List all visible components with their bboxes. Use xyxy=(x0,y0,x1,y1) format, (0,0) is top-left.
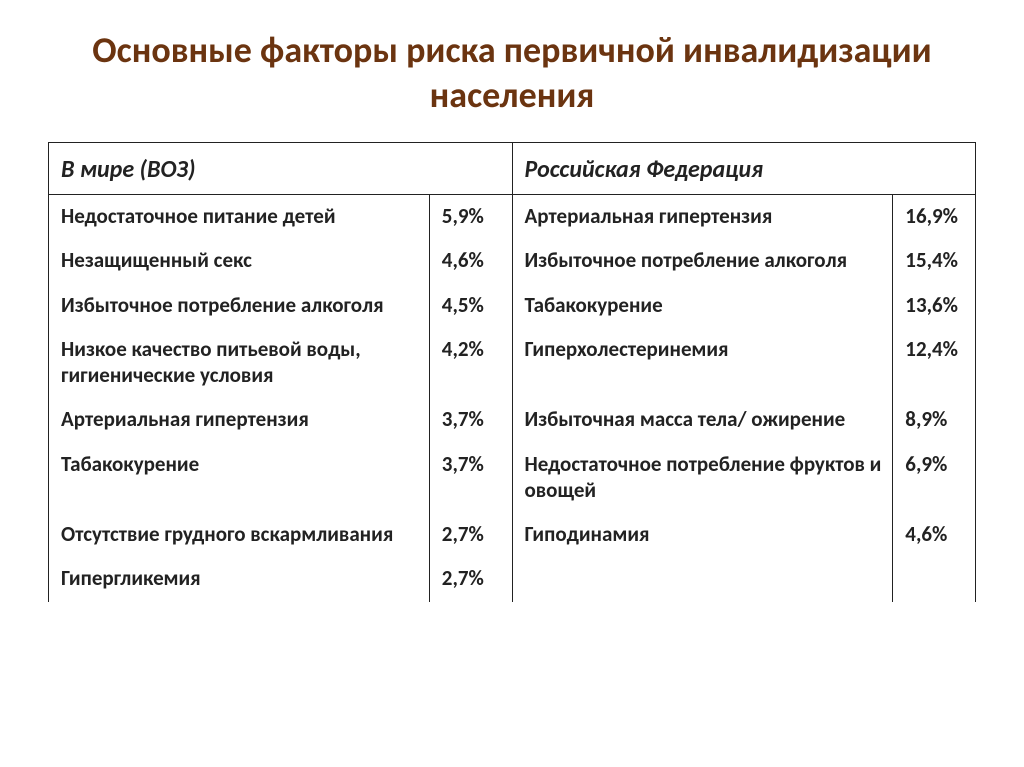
table-row: Гипергликемия 2,7% xyxy=(49,557,976,601)
table-body: Недостаточное питание детей 5,9% Артериа… xyxy=(49,195,976,602)
world-factor-label: Недостаточное питание детей xyxy=(49,195,430,240)
table-row: Избыточное потребление алкоголя 4,5% Таб… xyxy=(49,284,976,328)
world-factor-pct: 3,7% xyxy=(429,398,512,442)
world-factor-pct: 4,2% xyxy=(429,328,512,399)
russia-factor-label: Артериальная гипертензия xyxy=(512,195,893,240)
table-row: Отсутствие грудного вскармливания 2,7% Г… xyxy=(49,513,976,557)
russia-factor-pct: 12,4% xyxy=(893,328,976,399)
world-factor-pct: 5,9% xyxy=(429,195,512,240)
russia-factor-pct: 4,6% xyxy=(893,513,976,557)
world-factor-label: Низкое качество питьевой воды, гигиениче… xyxy=(49,328,430,399)
world-factor-label: Отсутствие грудного вскармливания xyxy=(49,513,430,557)
russia-factor-pct: 13,6% xyxy=(893,284,976,328)
world-factor-label: Табакокурение xyxy=(49,443,430,514)
russia-factor-pct: 8,9% xyxy=(893,398,976,442)
world-factor-label: Гипергликемия xyxy=(49,557,430,601)
russia-factor-label: Избыточная масса тела/ ожирение xyxy=(512,398,893,442)
table-row: Недостаточное питание детей 5,9% Артериа… xyxy=(49,195,976,240)
table-row: Низкое качество питьевой воды, гигиениче… xyxy=(49,328,976,399)
col-header-world: В мире (ВОЗ) xyxy=(49,143,513,195)
table-header-row: В мире (ВОЗ) Российская Федерация xyxy=(49,143,976,195)
world-factor-pct: 4,6% xyxy=(429,239,512,283)
russia-factor-label: Гиподинамия xyxy=(512,513,893,557)
table-row: Табакокурение 3,7% Недостаточное потребл… xyxy=(49,443,976,514)
world-factor-label: Незащищенный секс xyxy=(49,239,430,283)
world-factor-label: Артериальная гипертензия xyxy=(49,398,430,442)
russia-factor-pct: 6,9% xyxy=(893,443,976,514)
world-factor-pct: 2,7% xyxy=(429,513,512,557)
russia-factor-label: Табакокурение xyxy=(512,284,893,328)
russia-factor-label: Избыточное потребление алкоголя xyxy=(512,239,893,283)
world-factor-pct: 3,7% xyxy=(429,443,512,514)
table-row: Незащищенный секс 4,6% Избыточное потреб… xyxy=(49,239,976,283)
russia-factor-label xyxy=(512,557,893,601)
russia-factor-label: Недостаточное потребление фруктов и овощ… xyxy=(512,443,893,514)
world-factor-pct: 2,7% xyxy=(429,557,512,601)
world-factor-label: Избыточное потребление алкоголя xyxy=(49,284,430,328)
russia-factor-pct xyxy=(893,557,976,601)
table-row: Артериальная гипертензия 3,7% Избыточная… xyxy=(49,398,976,442)
russia-factor-pct: 16,9% xyxy=(893,195,976,240)
col-header-russia: Российская Федерация xyxy=(512,143,976,195)
world-factor-pct: 4,5% xyxy=(429,284,512,328)
russia-factor-pct: 15,4% xyxy=(893,239,976,283)
russia-factor-label: Гиперхолестеринемия xyxy=(512,328,893,399)
risk-factors-table: В мире (ВОЗ) Российская Федерация Недост… xyxy=(48,142,976,602)
page-title: Основные факторы риска первичной инвалид… xyxy=(48,28,976,118)
